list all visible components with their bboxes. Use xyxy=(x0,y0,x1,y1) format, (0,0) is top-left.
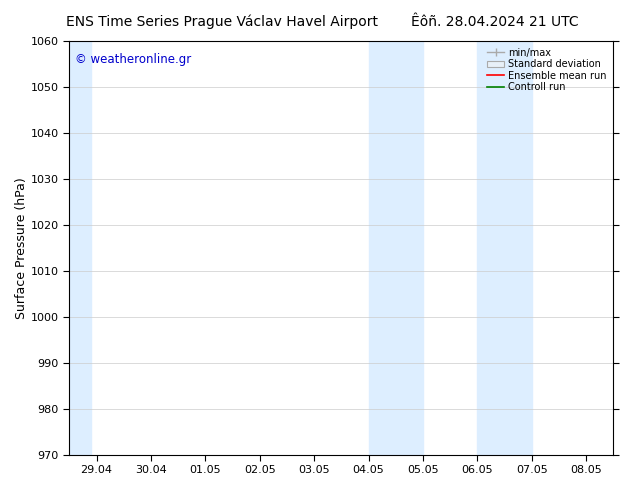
Text: ENS Time Series Prague Václav Havel Airport: ENS Time Series Prague Václav Havel Airp… xyxy=(66,15,378,29)
Text: Êôñ. 28.04.2024 21 UTC: Êôñ. 28.04.2024 21 UTC xyxy=(411,15,578,29)
Text: © weatheronline.gr: © weatheronline.gr xyxy=(75,53,191,67)
Bar xyxy=(368,41,423,455)
Bar xyxy=(69,41,91,455)
Y-axis label: Surface Pressure (hPa): Surface Pressure (hPa) xyxy=(15,177,28,318)
Legend: min/max, Standard deviation, Ensemble mean run, Controll run: min/max, Standard deviation, Ensemble me… xyxy=(485,46,609,94)
Bar xyxy=(477,41,532,455)
